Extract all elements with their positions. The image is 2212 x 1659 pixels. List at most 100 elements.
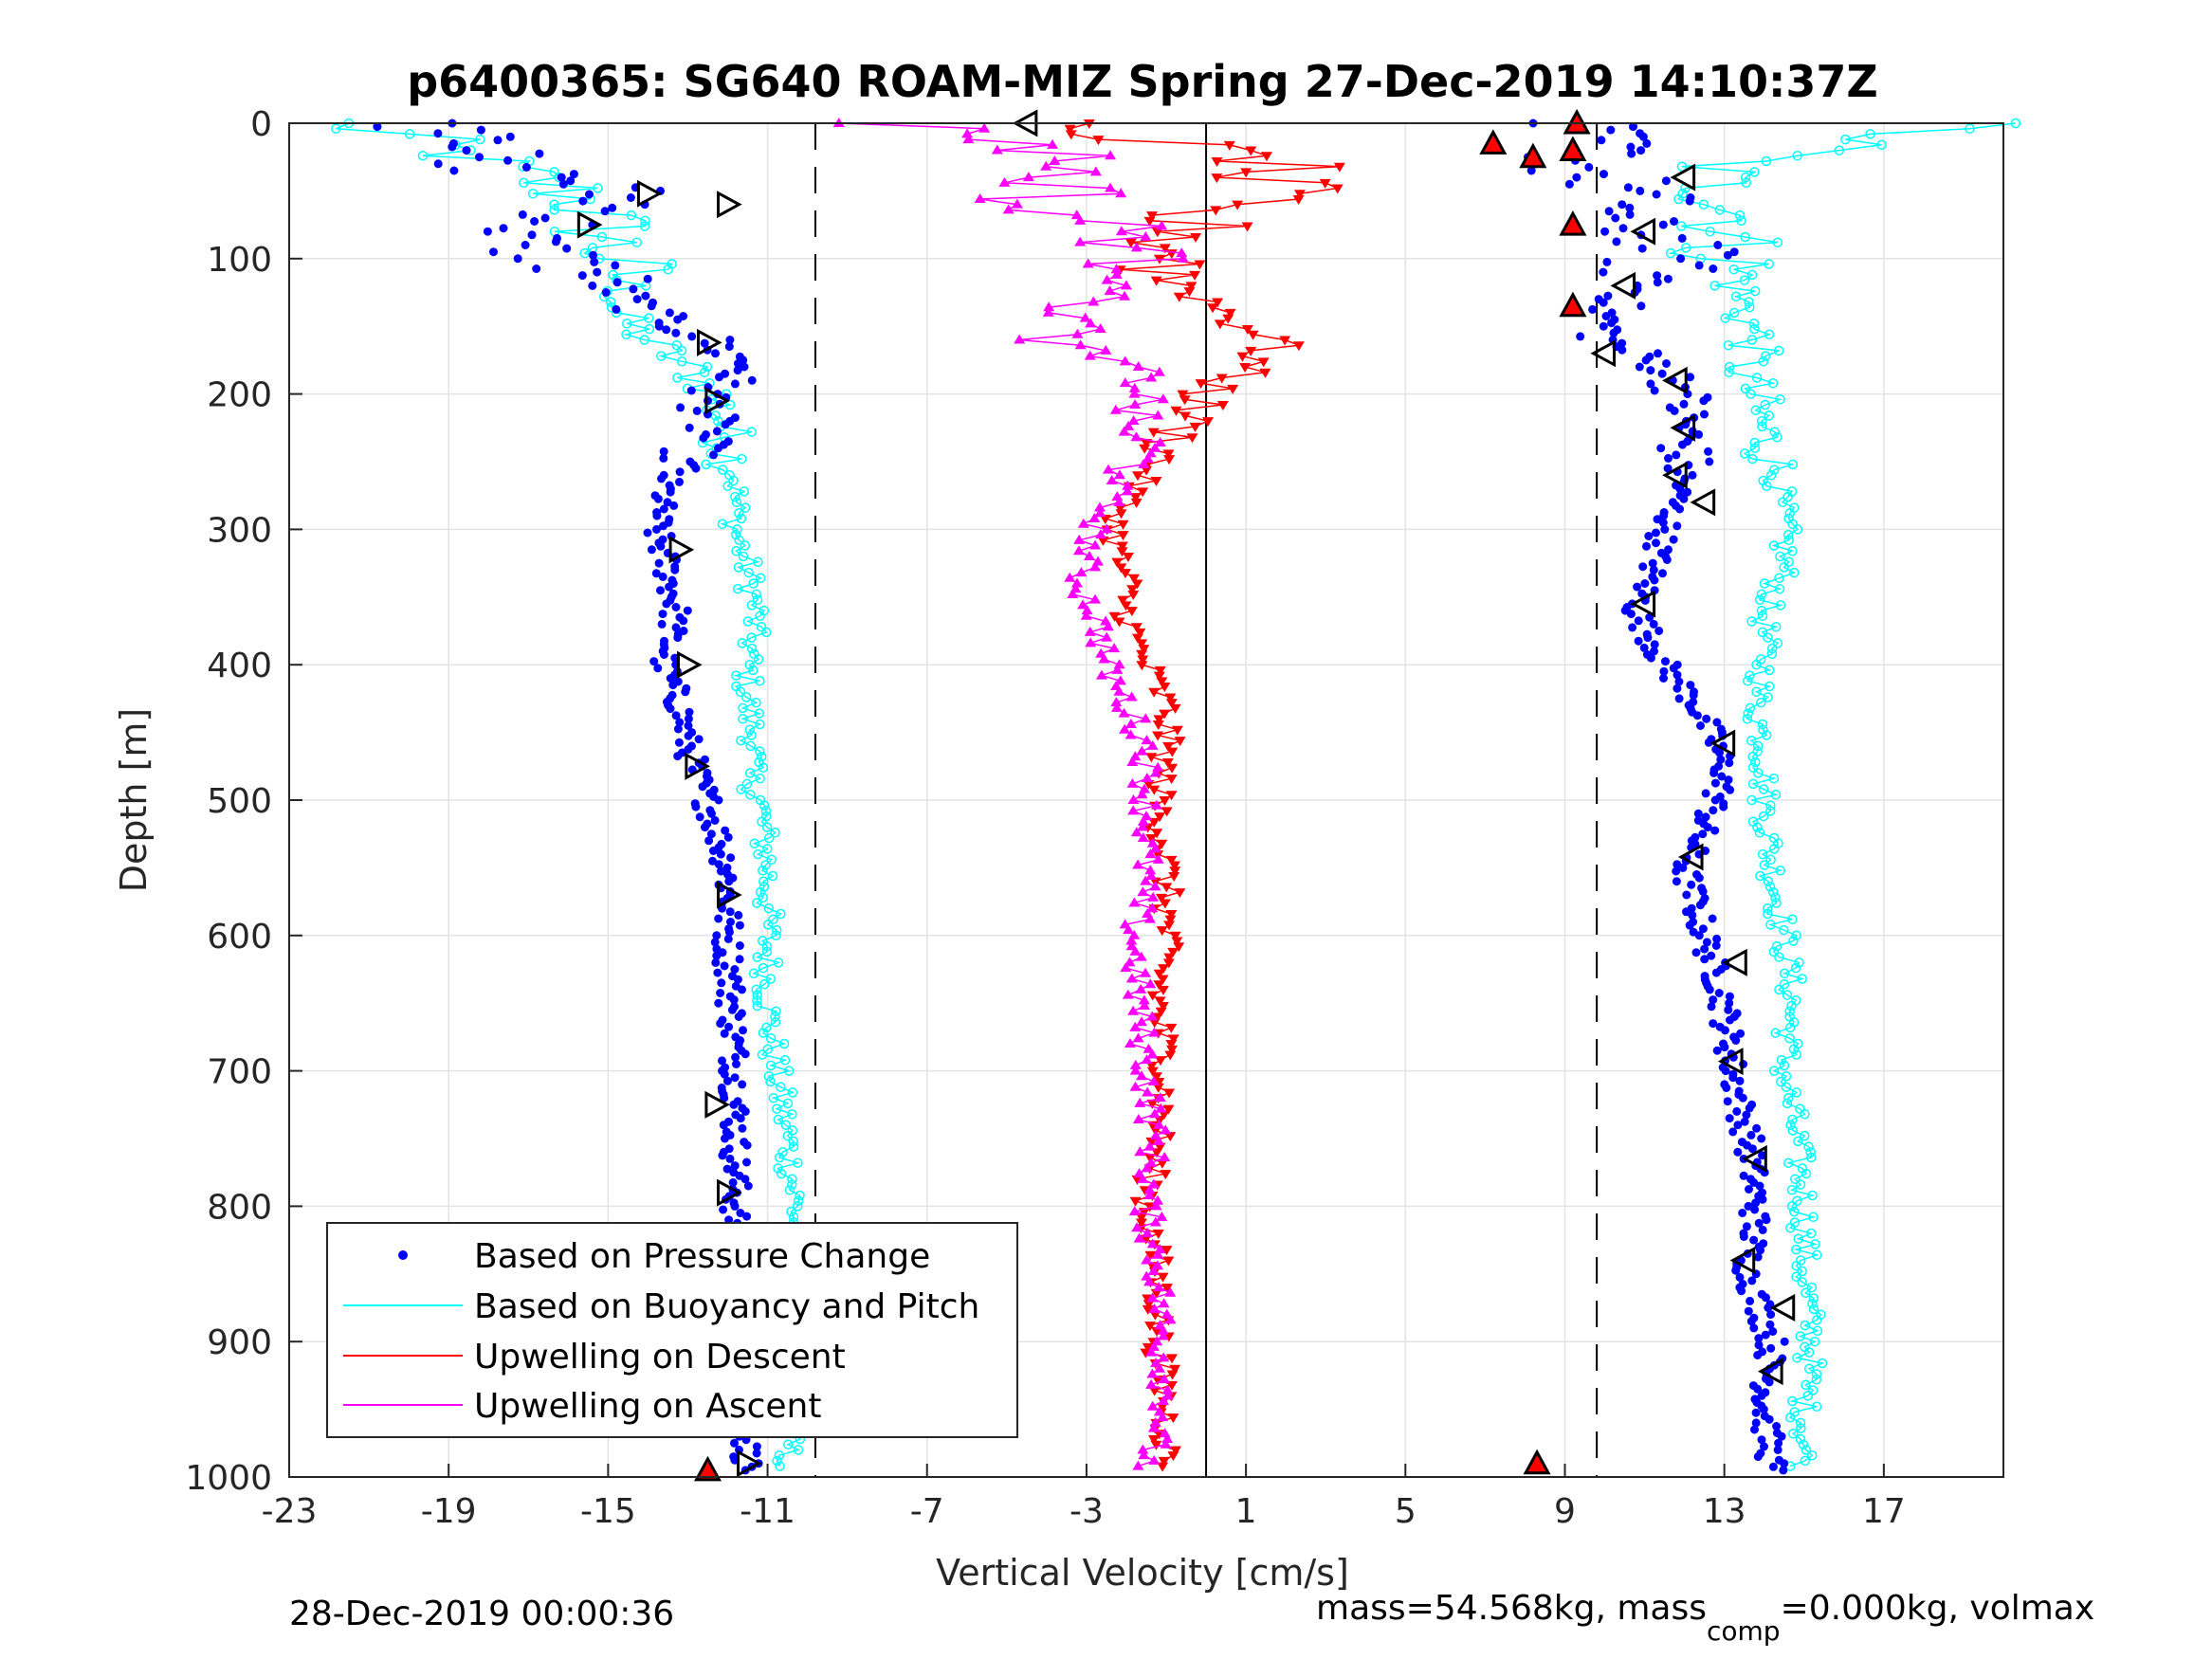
data-point [1162, 958, 1175, 969]
data-point [1747, 1276, 1757, 1285]
data-point [722, 1076, 732, 1085]
data-point [1108, 611, 1121, 622]
data-point [1725, 998, 1734, 1008]
data-point [772, 1455, 782, 1467]
data-point [1124, 729, 1137, 739]
data-point [1654, 627, 1664, 635]
data-point [1773, 345, 1784, 356]
data-point [1159, 709, 1171, 720]
data-point [1757, 848, 1768, 860]
data-point [1150, 1326, 1162, 1337]
data-point [716, 866, 725, 876]
data-point [1136, 745, 1148, 756]
turn-marker [1670, 413, 1696, 442]
data-point [1149, 1310, 1161, 1321]
turn-marker [717, 881, 742, 909]
data-point [730, 1073, 740, 1083]
data-point [721, 1134, 729, 1143]
data-point [1652, 190, 1661, 199]
data-point [1661, 176, 1671, 186]
data-point [1157, 1002, 1169, 1012]
data-point [1152, 1083, 1164, 1093]
data-point [751, 589, 761, 600]
data-point [1777, 1431, 1786, 1441]
data-point [1701, 812, 1710, 822]
data-point [1760, 399, 1770, 410]
data-point [1169, 866, 1181, 877]
data-point [1754, 1340, 1764, 1350]
data-point [1108, 643, 1121, 653]
data-point [1801, 1287, 1811, 1299]
data-point [1807, 1385, 1819, 1395]
turn-marker [1590, 339, 1617, 368]
data-point [1157, 1462, 1169, 1472]
data-point [1089, 561, 1102, 572]
data-point [1168, 871, 1180, 882]
data-point [1699, 396, 1709, 406]
data-point [1734, 210, 1746, 221]
data-point [1113, 685, 1125, 696]
data-point [1146, 739, 1159, 750]
data-point [1131, 1222, 1143, 1232]
data-point [755, 719, 765, 730]
turn-marker [1662, 461, 1688, 489]
data-point [1167, 1451, 1179, 1462]
data-point [751, 984, 761, 995]
y-tick-label: 900 [207, 1323, 272, 1362]
data-point [723, 832, 733, 842]
data-point [1780, 1337, 1789, 1346]
data-point [462, 146, 471, 155]
data-point [684, 714, 693, 723]
data-point [674, 738, 684, 747]
data-point [652, 524, 661, 534]
data-point [1170, 406, 1182, 416]
data-point [1123, 924, 1135, 935]
data-point [557, 173, 566, 182]
data-point [1088, 512, 1101, 522]
data-point [1117, 595, 1129, 606]
data-point [1763, 632, 1773, 643]
data-point [1145, 372, 1158, 382]
legend: Based on Pressure Change Based on Buoyan… [326, 1222, 1018, 1438]
data-point [1633, 582, 1642, 592]
data-point [449, 166, 459, 175]
data-point [1241, 325, 1253, 336]
data-point [1042, 306, 1054, 317]
x-tick-label: 17 [1862, 1492, 1906, 1531]
data-point [654, 321, 664, 331]
data-point [1153, 671, 1165, 682]
data-point [639, 335, 649, 345]
data-point [1138, 458, 1150, 468]
data-point [1135, 1218, 1147, 1229]
data-point [1158, 1374, 1170, 1384]
data-point [1161, 807, 1173, 817]
data-point [1154, 812, 1166, 823]
data-point [640, 215, 650, 227]
data-point [1131, 633, 1143, 644]
data-point [1137, 487, 1149, 498]
data-point [745, 790, 756, 800]
data-point [766, 854, 777, 866]
data-point [1148, 687, 1161, 698]
data-point [1788, 936, 1799, 946]
data-point [593, 267, 602, 277]
data-point [1109, 404, 1122, 414]
data-point [712, 951, 722, 960]
data-point [1749, 1323, 1759, 1333]
data-point [1790, 1174, 1801, 1185]
data-point [1117, 520, 1129, 530]
data-point [1765, 470, 1777, 481]
data-point [1812, 1325, 1823, 1337]
data-point [1160, 1170, 1172, 1180]
data-point [1292, 341, 1305, 352]
data-point [742, 1158, 751, 1167]
data-point [684, 721, 693, 730]
data-point [1207, 303, 1219, 314]
data-point [1764, 410, 1775, 421]
data-point [1190, 232, 1202, 243]
data-point [1700, 410, 1709, 419]
legend-label-buoyancy: Based on Buoyancy and Pitch [474, 1287, 979, 1326]
data-point [1751, 1418, 1761, 1428]
data-point [736, 784, 746, 794]
